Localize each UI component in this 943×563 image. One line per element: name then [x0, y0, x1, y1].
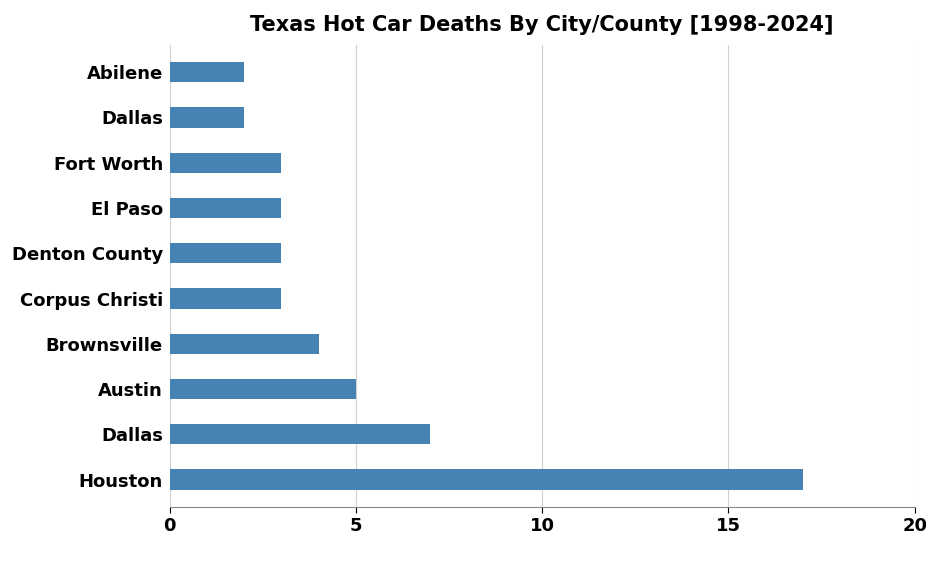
Bar: [170, 243, 282, 263]
Bar: [170, 198, 282, 218]
Bar: [170, 470, 803, 490]
Bar: [170, 288, 282, 309]
Bar: [170, 108, 244, 128]
Bar: [170, 153, 282, 173]
Bar: [170, 424, 431, 444]
Bar: [170, 62, 244, 82]
Bar: [170, 379, 356, 399]
Bar: [170, 333, 319, 354]
Title: Texas Hot Car Deaths By City/County [1998-2024]: Texas Hot Car Deaths By City/County [199…: [251, 15, 834, 35]
